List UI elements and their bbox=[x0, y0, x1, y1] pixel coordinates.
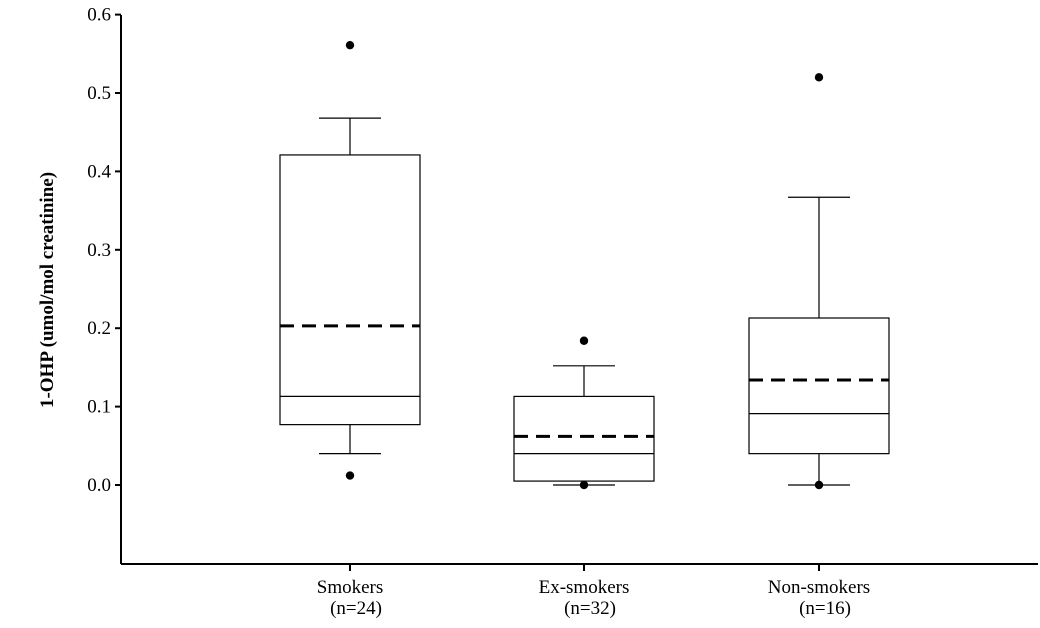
outlier-point bbox=[345, 471, 355, 480]
outlier-point bbox=[814, 73, 824, 82]
y-axis-label: 1-OHP (umol/mol creatinine) bbox=[37, 172, 58, 408]
outlier-point bbox=[579, 336, 589, 345]
box-iqr bbox=[748, 317, 890, 455]
y-tick-label: 0.1 bbox=[87, 397, 111, 418]
y-tick-label: 0.2 bbox=[87, 318, 111, 339]
box-iqr bbox=[279, 154, 421, 426]
x-category-n-label: (n=24) bbox=[330, 598, 382, 619]
box-group bbox=[513, 336, 655, 490]
box-iqr bbox=[513, 395, 655, 482]
y-tick-label: 0.5 bbox=[87, 83, 111, 104]
box-group bbox=[748, 73, 890, 490]
y-tick-label: 0.3 bbox=[87, 240, 111, 261]
x-category-n-label: (n=16) bbox=[799, 598, 851, 619]
y-tick-label: 0.4 bbox=[87, 161, 111, 182]
x-category-label: Smokers bbox=[317, 577, 384, 598]
x-category-label: Non-smokers bbox=[768, 577, 870, 598]
y-tick-label: 0.0 bbox=[87, 475, 111, 496]
outlier-point bbox=[814, 480, 824, 490]
y-axis: 0.0 0.1 0.2 0.3 0.4 0.5 0.6 bbox=[87, 5, 122, 564]
outlier-point bbox=[345, 40, 355, 50]
x-axis: Smokers(n=24) Ex-smokers(n=32) Non-smokers… bbox=[121, 563, 1038, 619]
x-category-n-label: (n=32) bbox=[564, 598, 616, 619]
x-category-label: Ex-smokers bbox=[539, 577, 630, 598]
box-series bbox=[279, 40, 890, 490]
outlier-point bbox=[579, 480, 589, 490]
box-group bbox=[279, 40, 421, 480]
y-tick-label: 0.6 bbox=[87, 5, 111, 26]
